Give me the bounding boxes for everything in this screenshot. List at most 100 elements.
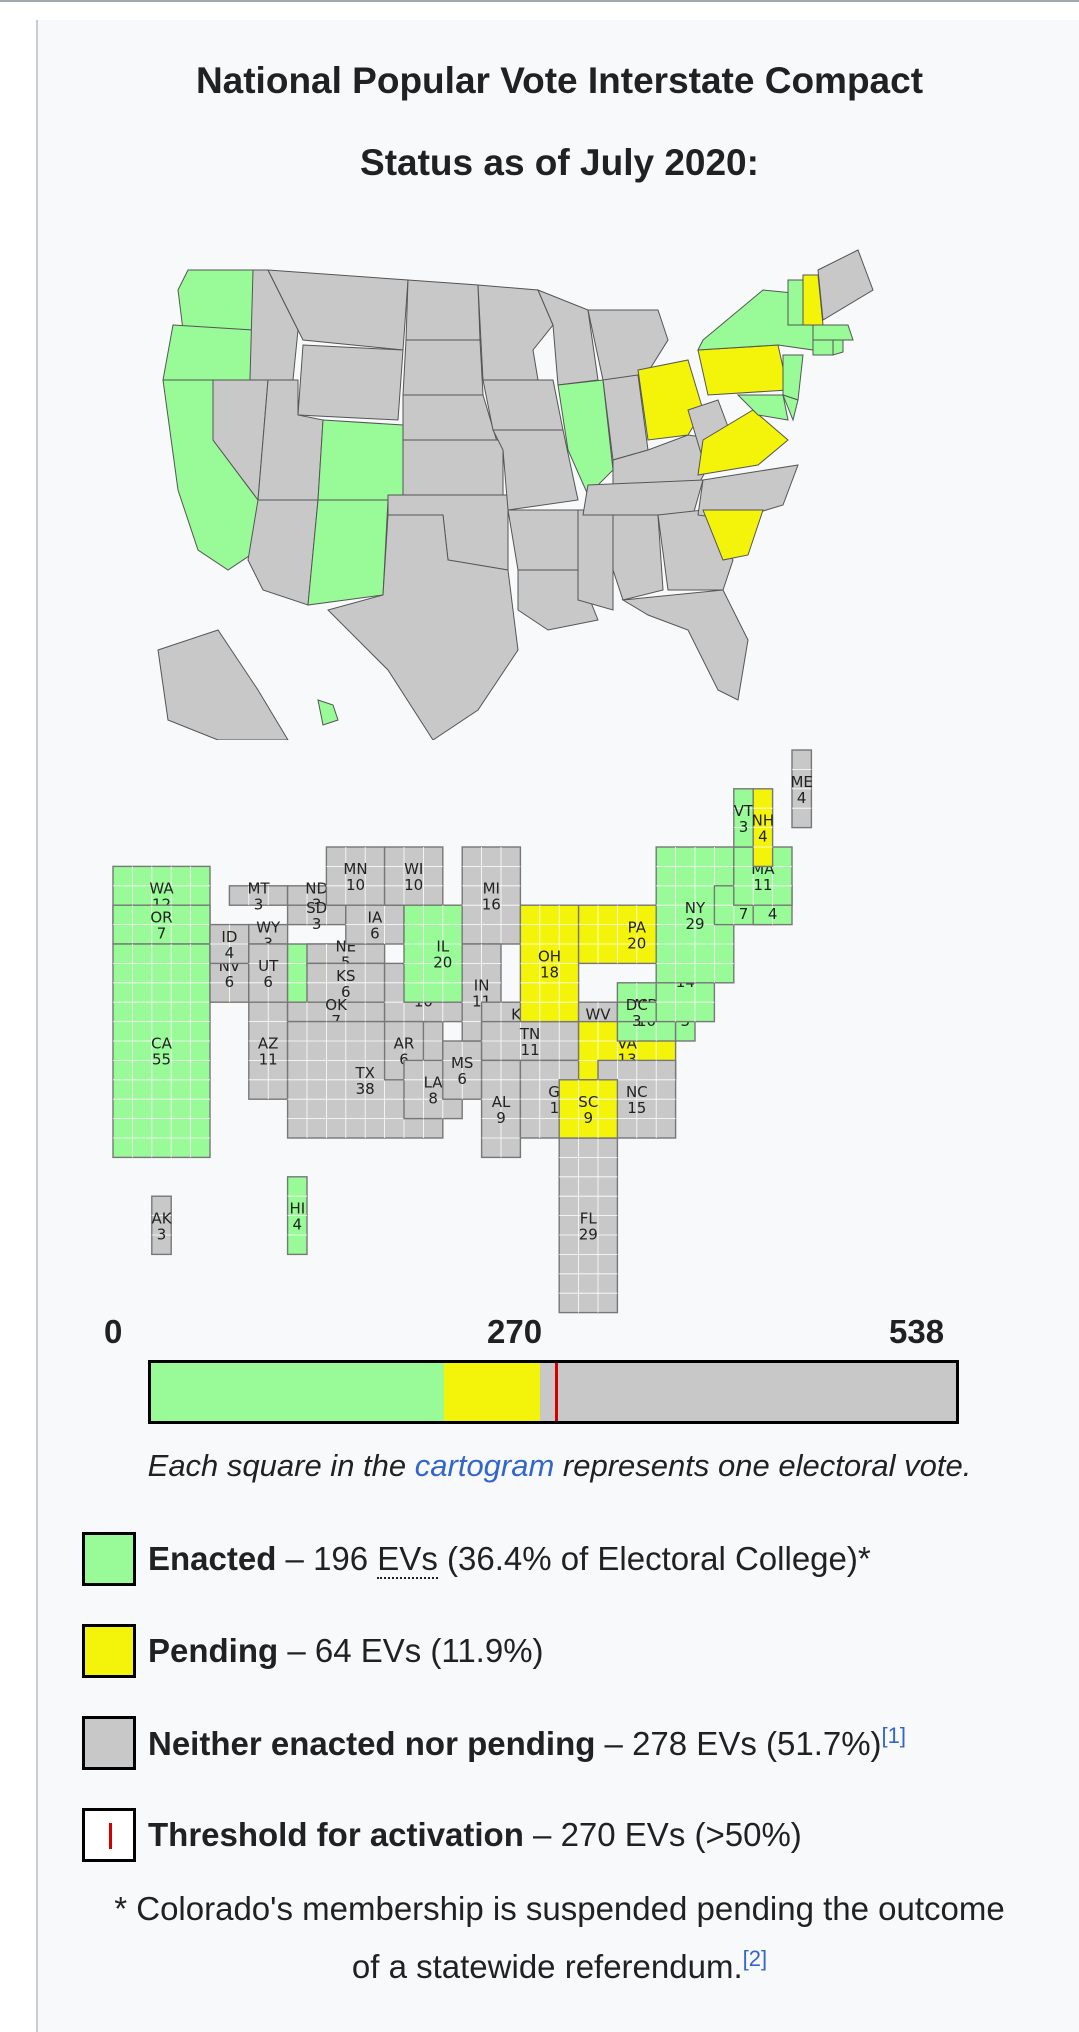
map-state-pa[interactable] bbox=[697, 344, 789, 396]
legend-label: Enacted bbox=[148, 1540, 277, 1577]
us-status-map[interactable] bbox=[148, 240, 948, 740]
map-state-ri[interactable] bbox=[832, 337, 844, 356]
state-abbr-label: NY bbox=[685, 899, 706, 917]
state-ev-label: 8 bbox=[428, 1090, 438, 1108]
map-state-il[interactable] bbox=[557, 379, 614, 496]
map-state-fl[interactable] bbox=[621, 589, 749, 701]
map-state-co[interactable] bbox=[317, 419, 404, 501]
state-ev-label: 3 bbox=[632, 1012, 642, 1030]
cartogram-state-sc[interactable]: SC9 bbox=[558, 1079, 619, 1139]
scale-max-label: 538 bbox=[889, 1313, 945, 1350]
cartogram-state-wy[interactable]: WY3 bbox=[248, 918, 289, 952]
cartogram-caption: Each square in the cartogram represents … bbox=[38, 1448, 1079, 1484]
map-state-de[interactable] bbox=[782, 394, 799, 422]
electoral-cartogram[interactable]: WA12OR7CA55NV6ID4MT3WY3UT6AZ11CO9NM5ND3S… bbox=[98, 720, 1058, 1340]
map-state-mo[interactable] bbox=[492, 429, 579, 511]
map-state-al[interactable] bbox=[612, 514, 664, 601]
state-ev-label: 7 bbox=[739, 905, 749, 923]
state-ev-label: 55 bbox=[152, 1051, 171, 1069]
map-state-or[interactable] bbox=[162, 324, 254, 381]
state-abbr-label: FL bbox=[580, 1209, 598, 1227]
map-state-hi[interactable] bbox=[317, 699, 339, 726]
state-ev-label: 3 bbox=[312, 915, 322, 933]
map-state-ks[interactable] bbox=[402, 439, 504, 496]
cartogram-state-sd[interactable]: SD3 bbox=[286, 899, 347, 933]
map-state-nj[interactable] bbox=[782, 354, 804, 401]
map-state-nh[interactable] bbox=[802, 274, 824, 326]
state-ev-label: 6 bbox=[225, 973, 235, 991]
map-state-nm[interactable] bbox=[307, 499, 389, 606]
legend-item-neither: Neither enacted nor pending – 278 EVs (5… bbox=[82, 1714, 906, 1772]
map-state-sd[interactable] bbox=[402, 339, 484, 396]
cartogram-state-ia[interactable]: IA6 bbox=[345, 904, 405, 945]
cartogram-state-or[interactable]: OR7 bbox=[112, 904, 211, 945]
state-ev-label: 11 bbox=[753, 876, 772, 894]
state-abbr-label: AL bbox=[492, 1093, 511, 1111]
map-state-md[interactable] bbox=[736, 394, 789, 421]
cartogram-state-ks[interactable]: KS6 bbox=[306, 962, 386, 1003]
map-state-ma[interactable] bbox=[812, 324, 854, 341]
map-state-tx[interactable] bbox=[327, 514, 519, 740]
cartogram-state-me[interactable]: ME4 bbox=[790, 749, 813, 829]
map-state-va[interactable] bbox=[697, 409, 789, 476]
cartogram-state-ut[interactable]: UT6 bbox=[248, 943, 289, 1003]
state-ev-label: 4 bbox=[797, 789, 807, 807]
map-state-wi[interactable] bbox=[537, 289, 599, 386]
map-state-az[interactable] bbox=[247, 499, 319, 606]
state-abbr-label: TN bbox=[519, 1025, 540, 1043]
map-state-ak[interactable] bbox=[157, 629, 289, 740]
map-state-sc[interactable] bbox=[702, 509, 764, 561]
state-abbr-label: WI bbox=[404, 860, 423, 878]
map-state-ms[interactable] bbox=[577, 509, 614, 611]
cartogram-state-mt[interactable]: MT3 bbox=[228, 880, 289, 914]
state-abbr-label: MI bbox=[483, 880, 500, 898]
cartogram-state-hi[interactable]: HI4 bbox=[286, 1176, 308, 1256]
state-ev-label: 3 bbox=[254, 896, 264, 914]
state-abbr-label: AZ bbox=[258, 1035, 279, 1053]
map-state-ia[interactable] bbox=[482, 379, 564, 431]
cartogram-state-ak[interactable]: AK3 bbox=[151, 1195, 173, 1256]
map-state-nd[interactable] bbox=[405, 279, 481, 341]
electoral-vote-bar bbox=[148, 1360, 959, 1424]
map-state-ar[interactable] bbox=[507, 509, 579, 571]
state-abbr-label: OH bbox=[538, 947, 561, 965]
state-abbr-label: VT bbox=[734, 802, 754, 820]
cartogram-state-id[interactable]: ID4 bbox=[209, 923, 250, 965]
state-ev-label: 11 bbox=[521, 1041, 540, 1059]
map-state-ne[interactable] bbox=[402, 394, 499, 446]
cartogram-state-nh[interactable]: NH4 bbox=[752, 788, 775, 868]
cartogram-block bbox=[558, 1079, 619, 1139]
map-state-ct[interactable] bbox=[812, 337, 834, 356]
state-abbr-label: WA bbox=[149, 880, 174, 898]
cartogram-state-vt[interactable]: VT3 bbox=[733, 788, 754, 848]
cartogram-state-dc[interactable]: DC3 bbox=[616, 996, 657, 1030]
bar-segment-enacted bbox=[151, 1363, 445, 1421]
cartogram-state-ms[interactable]: MS6 bbox=[442, 1040, 483, 1100]
cartogram-state-al[interactable]: AL9 bbox=[480, 1059, 522, 1159]
map-state-wa[interactable] bbox=[177, 269, 254, 331]
state-abbr-label: SC bbox=[578, 1093, 598, 1111]
legend-label: Pending bbox=[148, 1632, 279, 1669]
reference-link[interactable]: [1] bbox=[881, 1723, 907, 1748]
state-ev-label: 4 bbox=[768, 905, 778, 923]
map-state-me[interactable] bbox=[817, 249, 874, 321]
map-state-tn[interactable] bbox=[582, 479, 704, 516]
ev-abbreviation[interactable]: EVs bbox=[377, 1540, 438, 1579]
map-state-vt[interactable] bbox=[787, 279, 804, 326]
map-state-id[interactable] bbox=[249, 269, 299, 381]
reference-link[interactable]: [2] bbox=[742, 1946, 768, 1971]
cartogram-link[interactable]: cartogram bbox=[414, 1448, 555, 1483]
state-ev-label: 18 bbox=[540, 963, 559, 981]
map-state-mi[interactable] bbox=[587, 309, 669, 381]
caption-suffix: represents one electoral vote. bbox=[554, 1448, 972, 1483]
state-abbr-label: HI bbox=[289, 1200, 305, 1218]
map-state-wy[interactable] bbox=[297, 344, 404, 421]
